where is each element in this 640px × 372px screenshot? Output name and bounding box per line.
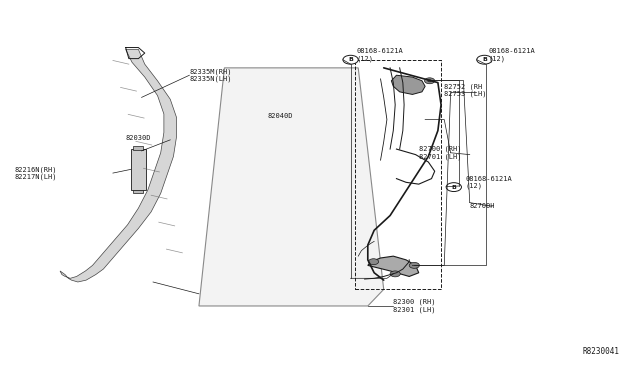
Text: 82300 (RH)
82301 (LH): 82300 (RH) 82301 (LH) xyxy=(394,299,436,313)
FancyBboxPatch shape xyxy=(131,149,146,190)
Polygon shape xyxy=(60,49,177,282)
Circle shape xyxy=(343,55,358,64)
Text: 82700 (RH)
82701 (LH): 82700 (RH) 82701 (LH) xyxy=(419,146,461,160)
Text: 82335M(RH)
82335N(LH): 82335M(RH) 82335N(LH) xyxy=(189,68,232,82)
Circle shape xyxy=(369,259,379,264)
Text: B: B xyxy=(451,185,456,190)
Text: 82030D: 82030D xyxy=(125,135,151,141)
FancyBboxPatch shape xyxy=(133,190,143,193)
Polygon shape xyxy=(368,256,419,276)
Polygon shape xyxy=(199,68,384,306)
Polygon shape xyxy=(392,75,425,94)
Circle shape xyxy=(409,262,419,268)
Text: 08168-6121A
(12): 08168-6121A (12) xyxy=(357,48,404,62)
Text: 82040D: 82040D xyxy=(268,113,293,119)
FancyBboxPatch shape xyxy=(133,147,143,150)
Circle shape xyxy=(477,55,492,64)
Circle shape xyxy=(428,80,431,82)
Text: 82216N(RH)
82217N(LH): 82216N(RH) 82217N(LH) xyxy=(14,166,56,180)
Circle shape xyxy=(446,183,461,192)
Text: 08168-6121A
(12): 08168-6121A (12) xyxy=(465,176,512,189)
Text: B: B xyxy=(348,57,353,62)
Circle shape xyxy=(424,78,435,84)
Circle shape xyxy=(390,271,400,277)
Text: R8230041: R8230041 xyxy=(582,347,620,356)
Text: 82752 (RH
82753 (LH): 82752 (RH 82753 (LH) xyxy=(444,83,487,97)
Text: 82700H: 82700H xyxy=(470,203,495,209)
Text: B: B xyxy=(482,57,487,62)
Text: 08168-6121A
(12): 08168-6121A (12) xyxy=(489,48,536,62)
